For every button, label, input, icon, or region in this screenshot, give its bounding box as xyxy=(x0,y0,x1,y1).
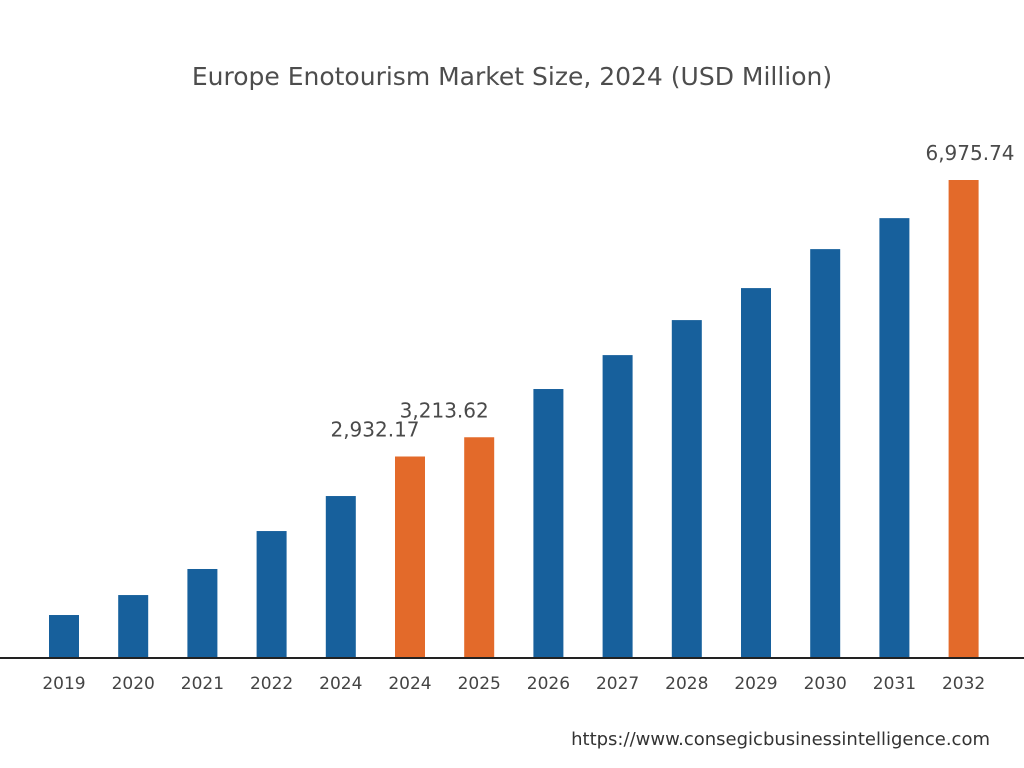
bar xyxy=(602,355,633,657)
data-label: 2,932.17 xyxy=(330,417,419,441)
x-tick-label: 2020 xyxy=(112,674,155,694)
data-label: 3,213.62 xyxy=(400,398,489,422)
bar xyxy=(741,288,771,657)
x-tick-label: 2026 xyxy=(527,674,570,694)
chart-title: Europe Enotourism Market Size, 2024 (USD… xyxy=(191,62,833,91)
x-tick-label: 2019 xyxy=(42,674,85,694)
x-tick-label: 2030 xyxy=(804,674,847,694)
bar xyxy=(49,615,79,657)
x-tick-label: 2032 xyxy=(942,674,985,694)
x-tick-label: 2021 xyxy=(181,674,224,694)
x-tick-label: 2025 xyxy=(458,674,501,694)
x-tick-label: 2024 xyxy=(319,674,362,694)
bar xyxy=(256,531,287,657)
x-tick-label: 2024 xyxy=(388,674,431,694)
x-tick-label: 2022 xyxy=(250,674,293,694)
bar xyxy=(395,456,425,657)
x-tick-label: 2027 xyxy=(596,674,639,694)
bar xyxy=(187,568,218,657)
source-url: https://www.consegicbusinessintelligence… xyxy=(571,729,990,750)
x-tick-label: 2029 xyxy=(734,674,777,694)
bar xyxy=(810,249,841,657)
bar xyxy=(118,595,149,657)
bar xyxy=(879,218,910,657)
bar xyxy=(325,496,356,657)
x-tick-label: 2028 xyxy=(665,674,708,694)
bar xyxy=(948,180,979,657)
x-tick-label: 2031 xyxy=(873,674,916,694)
bar xyxy=(533,389,564,657)
bar xyxy=(464,437,495,657)
data-label: 6,975.74 xyxy=(925,141,1014,165)
bar xyxy=(671,320,702,657)
